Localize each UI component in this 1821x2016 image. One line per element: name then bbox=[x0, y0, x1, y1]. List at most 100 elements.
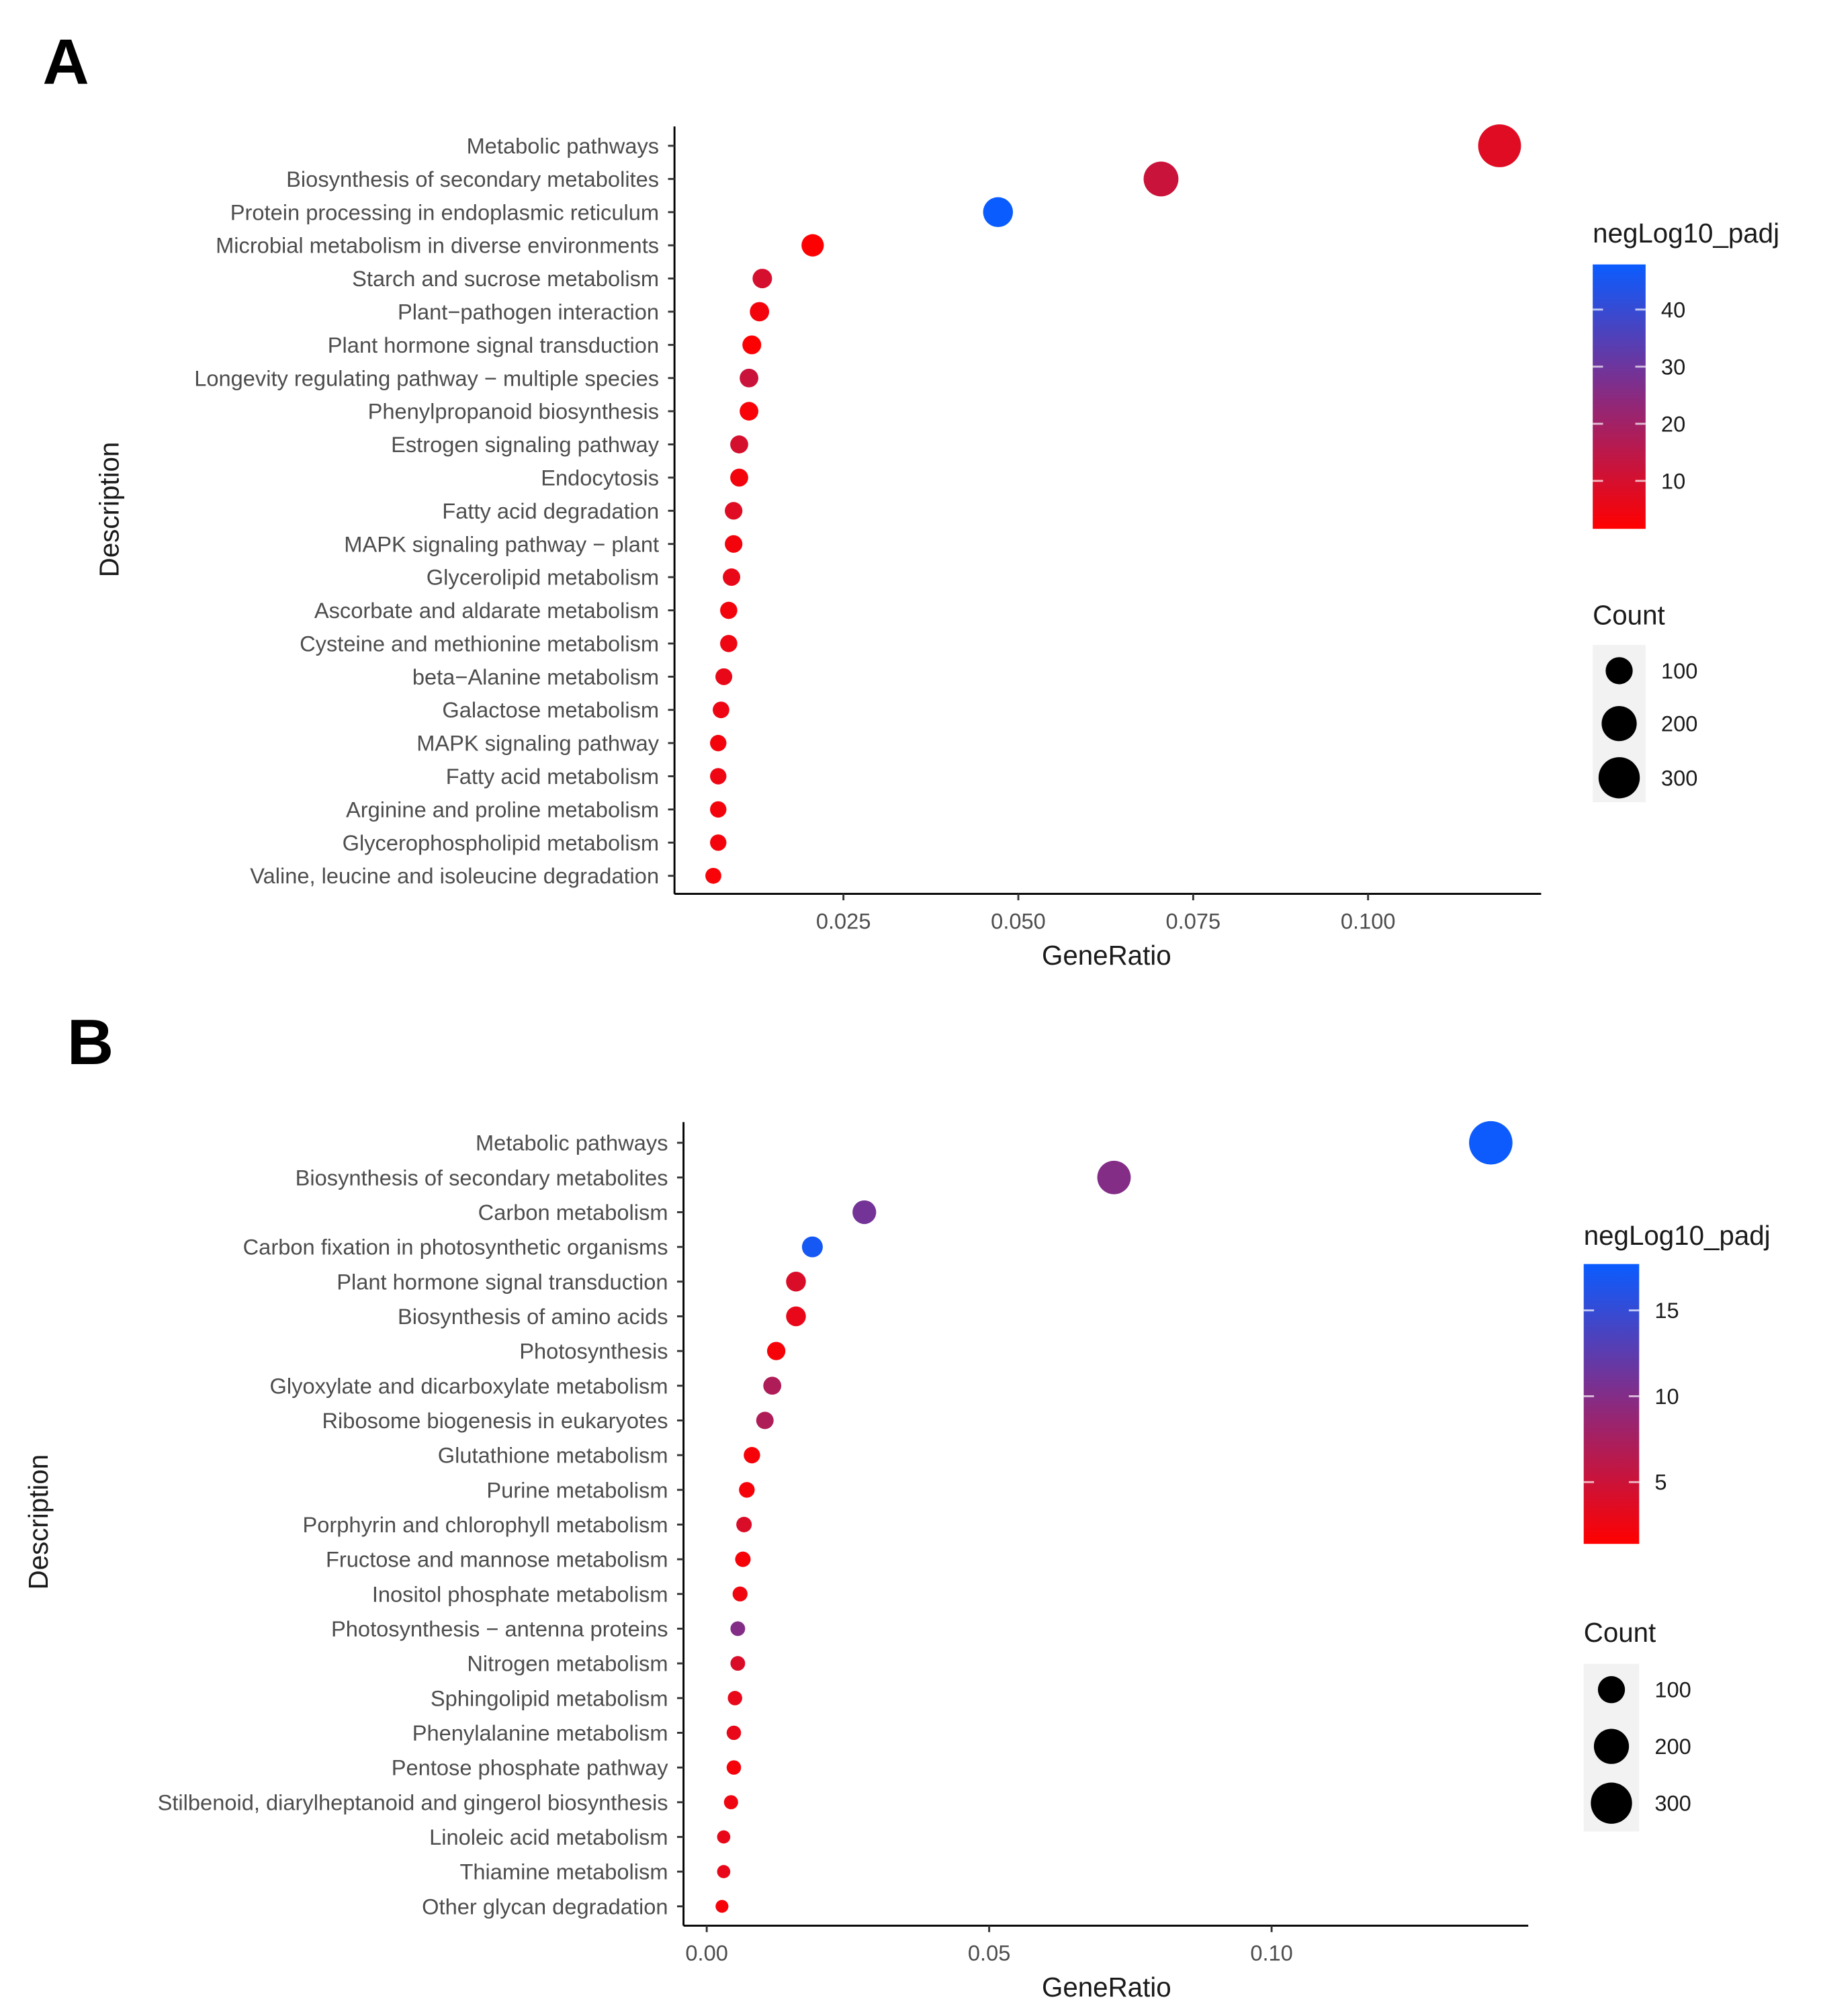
y-tick-label: Glycerolipid metabolism bbox=[427, 565, 659, 590]
data-point bbox=[766, 1342, 786, 1360]
y-tick-label: Pentose phosphate pathway bbox=[392, 1755, 668, 1780]
y-tick-label: Photosynthesis bbox=[519, 1339, 668, 1364]
data-point bbox=[786, 1272, 806, 1292]
x-axis-title: GeneRatio bbox=[1042, 940, 1171, 971]
data-point bbox=[720, 601, 738, 619]
size-legend-label: 200 bbox=[1654, 1734, 1691, 1759]
y-tick-label: Starch and sucrose metabolism bbox=[352, 266, 659, 291]
data-point bbox=[725, 535, 743, 553]
y-tick-label: Plant−pathogen interaction bbox=[398, 299, 659, 324]
data-point bbox=[801, 1236, 823, 1258]
data-point bbox=[723, 1795, 738, 1810]
data-point bbox=[726, 1760, 742, 1775]
y-tick-label: Phenylpropanoid biosynthesis bbox=[368, 399, 659, 424]
size-legend-key bbox=[1591, 1782, 1632, 1824]
y-tick-label: Endocytosis bbox=[541, 465, 659, 490]
panel-label: A bbox=[42, 26, 89, 98]
size-legend-key bbox=[1605, 657, 1633, 685]
data-point bbox=[744, 1446, 760, 1464]
y-tick-label: Ribosome biogenesis in eukaryotes bbox=[322, 1408, 668, 1433]
y-tick-label: Ascorbate and aldarate metabolism bbox=[314, 598, 659, 623]
size-legend-label: 100 bbox=[1654, 1677, 1691, 1702]
data-point bbox=[710, 768, 727, 785]
data-point bbox=[710, 734, 727, 752]
data-point bbox=[730, 1656, 746, 1671]
data-point bbox=[726, 1725, 742, 1741]
y-tick-label: Longevity regulating pathway − multiple … bbox=[194, 365, 659, 390]
y-tick-label: Metabolic pathways bbox=[467, 134, 660, 159]
x-tick-label: 0.075 bbox=[1166, 908, 1221, 933]
data-point bbox=[739, 1482, 755, 1498]
x-tick-label: 0.050 bbox=[991, 908, 1046, 933]
color-legend-title: negLog10_padj bbox=[1584, 1221, 1771, 1251]
colorbar-tick-label: 10 bbox=[1661, 468, 1685, 493]
y-tick-label: Cysteine and methionine metabolism bbox=[300, 631, 659, 656]
data-point bbox=[736, 1516, 752, 1532]
y-tick-label: Nitrogen metabolism bbox=[467, 1651, 668, 1676]
data-point bbox=[713, 701, 729, 719]
y-tick-label: Stilbenoid, diarylheptanoid and gingerol… bbox=[158, 1790, 668, 1814]
size-legend-key bbox=[1593, 1728, 1630, 1764]
colorbar bbox=[1593, 264, 1646, 529]
colorbar-tick-label: 5 bbox=[1654, 1470, 1667, 1495]
data-point bbox=[740, 402, 758, 421]
y-tick-label: Glutathione metabolism bbox=[438, 1443, 668, 1468]
data-point bbox=[710, 801, 727, 818]
panel-label: B bbox=[67, 1006, 114, 1078]
data-point bbox=[763, 1376, 782, 1395]
y-tick-label: Fatty acid degradation bbox=[442, 498, 659, 523]
colorbar-tick-label: 10 bbox=[1654, 1384, 1679, 1409]
y-tick-label: Estrogen signaling pathway bbox=[391, 432, 660, 457]
y-tick-label: beta−Alanine metabolism bbox=[412, 664, 659, 689]
colorbar-tick-label: 15 bbox=[1654, 1298, 1679, 1323]
size-legend-key bbox=[1601, 706, 1637, 742]
size-legend-title: Count bbox=[1593, 600, 1665, 630]
data-point bbox=[1469, 1121, 1513, 1165]
data-point bbox=[1097, 1160, 1131, 1194]
y-tick-label: Arginine and proline metabolism bbox=[346, 797, 659, 822]
y-tick-label: Phenylalanine metabolism bbox=[412, 1720, 668, 1745]
x-tick-label: 0.025 bbox=[816, 908, 871, 933]
colorbar-tick-label: 40 bbox=[1661, 297, 1685, 322]
x-tick-label: 0.00 bbox=[685, 1940, 728, 1965]
y-tick-label: Purine metabolism bbox=[486, 1477, 668, 1502]
data-point bbox=[735, 1551, 751, 1567]
data-point bbox=[756, 1411, 774, 1430]
x-tick-label: 0.10 bbox=[1250, 1940, 1293, 1965]
data-point bbox=[1478, 124, 1521, 167]
x-axis-title: GeneRatio bbox=[1042, 1972, 1171, 2003]
y-tick-label: MAPK signaling pathway − plant bbox=[344, 531, 659, 556]
y-tick-label: Porphyrin and chlorophyll metabolism bbox=[303, 1512, 668, 1537]
y-axis-title: Description bbox=[95, 442, 125, 578]
color-legend-title: negLog10_padj bbox=[1593, 218, 1779, 249]
y-tick-label: Biosynthesis of secondary metabolites bbox=[286, 167, 659, 191]
data-point bbox=[750, 302, 770, 322]
size-legend-label: 300 bbox=[1661, 765, 1697, 790]
y-tick-label: Fructose and mannose metabolism bbox=[326, 1547, 668, 1572]
y-tick-label: Microbial metabolism in diverse environm… bbox=[216, 233, 659, 258]
data-point bbox=[742, 335, 762, 355]
y-tick-label: MAPK signaling pathway bbox=[416, 731, 660, 756]
data-point bbox=[1143, 161, 1179, 197]
y-tick-label: Metabolic pathways bbox=[476, 1131, 668, 1155]
data-point bbox=[732, 1586, 748, 1602]
y-tick-label: Fatty acid metabolism bbox=[446, 764, 659, 789]
y-tick-label: Carbon metabolism bbox=[478, 1200, 668, 1225]
y-tick-label: Valine, leucine and isoleucine degradati… bbox=[250, 863, 659, 888]
colorbar-tick-label: 20 bbox=[1661, 411, 1685, 436]
y-tick-label: Plant hormone signal transduction bbox=[328, 333, 659, 357]
data-point bbox=[723, 568, 740, 586]
y-tick-label: Other glycan degradation bbox=[422, 1894, 668, 1919]
data-point bbox=[983, 197, 1014, 228]
y-tick-label: Plant hormone signal transduction bbox=[337, 1269, 668, 1294]
data-point bbox=[717, 1865, 731, 1878]
size-legend-key bbox=[1597, 1676, 1626, 1704]
data-point bbox=[752, 269, 772, 289]
size-legend-title: Count bbox=[1584, 1618, 1656, 1648]
y-tick-label: Carbon fixation in photosynthetic organi… bbox=[243, 1235, 668, 1260]
y-tick-label: Galactose metabolism bbox=[442, 697, 659, 722]
data-point bbox=[730, 1621, 746, 1636]
y-tick-label: Linoleic acid metabolism bbox=[429, 1825, 668, 1849]
data-point bbox=[715, 668, 733, 685]
y-tick-label: Inositol phosphate metabolism bbox=[372, 1581, 668, 1606]
